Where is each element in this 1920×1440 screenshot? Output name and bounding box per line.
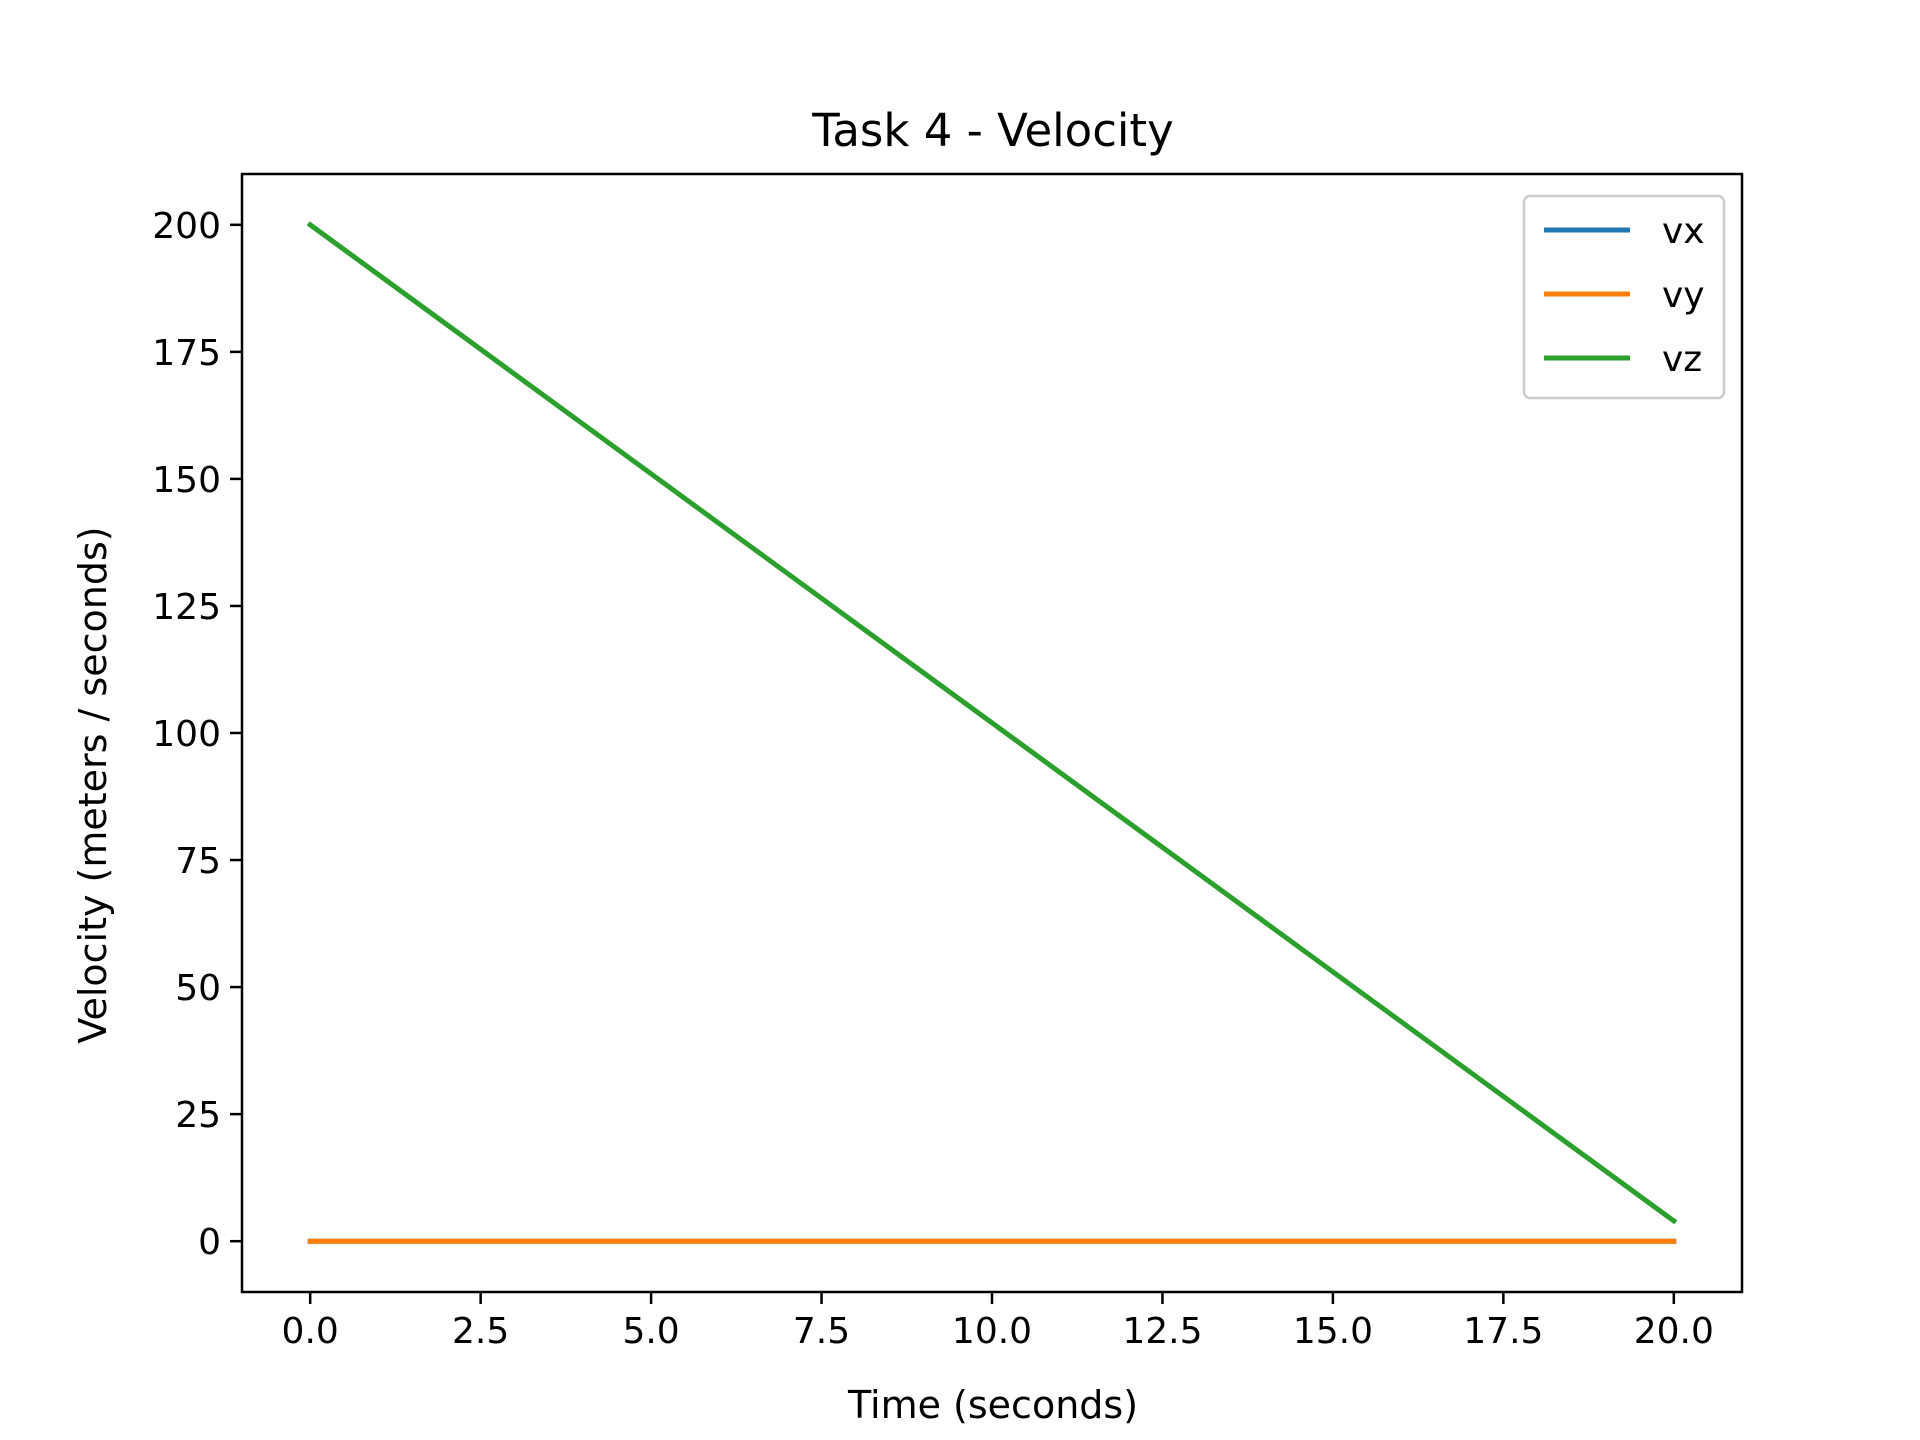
series-line-vz	[306, 221, 1678, 1225]
x-tick-label: 10.0	[952, 1311, 1032, 1352]
y-axis-label: Velocity (meters / seconds)	[71, 526, 115, 1043]
y-tick-label: 200	[152, 206, 221, 247]
y-tick-label: 0	[198, 1222, 221, 1263]
legend-label-vy: vy	[1662, 275, 1705, 316]
x-tick-label: 17.5	[1463, 1311, 1543, 1352]
x-axis-ticks: 0.0 2.5 5.0 7.5 10.0 12.5 15.0 17.5 20.0	[282, 1292, 1714, 1352]
legend-label-vx: vx	[1662, 211, 1705, 252]
x-tick-label: 5.0	[622, 1311, 679, 1352]
y-axis-ticks: 0 25 50 75 100 125 150 175 200	[152, 206, 242, 1263]
x-tick-label: 12.5	[1122, 1311, 1202, 1352]
y-tick-label: 150	[152, 460, 221, 501]
y-tick-label: 100	[152, 714, 221, 755]
x-tick-label: 7.5	[793, 1311, 850, 1352]
legend-box	[1522, 194, 1726, 400]
x-tick-label: 15.0	[1293, 1311, 1373, 1352]
y-tick-label: 25	[175, 1095, 221, 1136]
x-axis-label: Time (seconds)	[847, 1383, 1138, 1427]
chart-title: Task 4 - Velocity	[811, 104, 1173, 157]
y-tick-label: 50	[175, 968, 221, 1009]
series-layer	[306, 221, 1678, 1244]
y-tick-label: 125	[152, 587, 221, 628]
y-tick-label: 175	[152, 333, 221, 374]
legend: vx vy vz	[1522, 194, 1726, 400]
x-tick-label: 20.0	[1634, 1311, 1714, 1352]
x-tick-label: 0.0	[282, 1311, 339, 1352]
y-tick-label: 75	[175, 841, 221, 882]
x-tick-label: 2.5	[452, 1311, 509, 1352]
legend-label-vz: vz	[1662, 339, 1702, 380]
